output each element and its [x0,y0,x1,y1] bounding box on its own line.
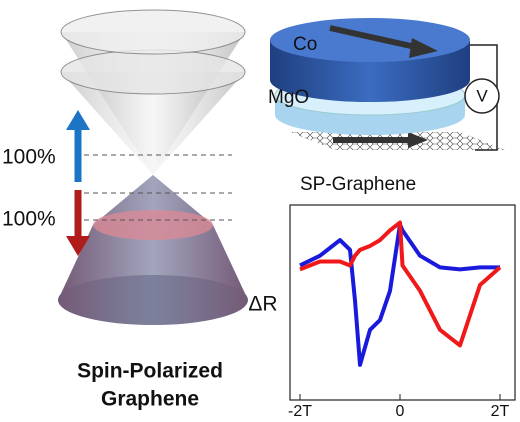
layer-label: Co [293,34,317,55]
plot: ΔR -2T 0 2T [248,204,516,420]
data-line [299,220,502,348]
y-axis-label: ΔR [248,293,277,316]
caption: Spin-Polarized [77,360,223,383]
cone-diagram: 100% 100% Spin-Polarized Graphene [2,9,248,411]
voltmeter-label: V [476,86,488,105]
x-tick-label: -2T [288,403,312,420]
device-diagram: V Co MgO SP-Graphene [268,18,505,195]
layer-label: SP-Graphene [300,174,416,195]
layer-label: MgO [268,87,309,108]
spin-label: 100% [2,208,56,231]
data-line [299,222,500,367]
caption: Graphene [101,388,199,411]
plot-frame [289,204,516,401]
spin-label: 100% [2,146,56,169]
x-tick-label: 2T [491,403,510,420]
x-tick-label: 0 [396,403,405,420]
